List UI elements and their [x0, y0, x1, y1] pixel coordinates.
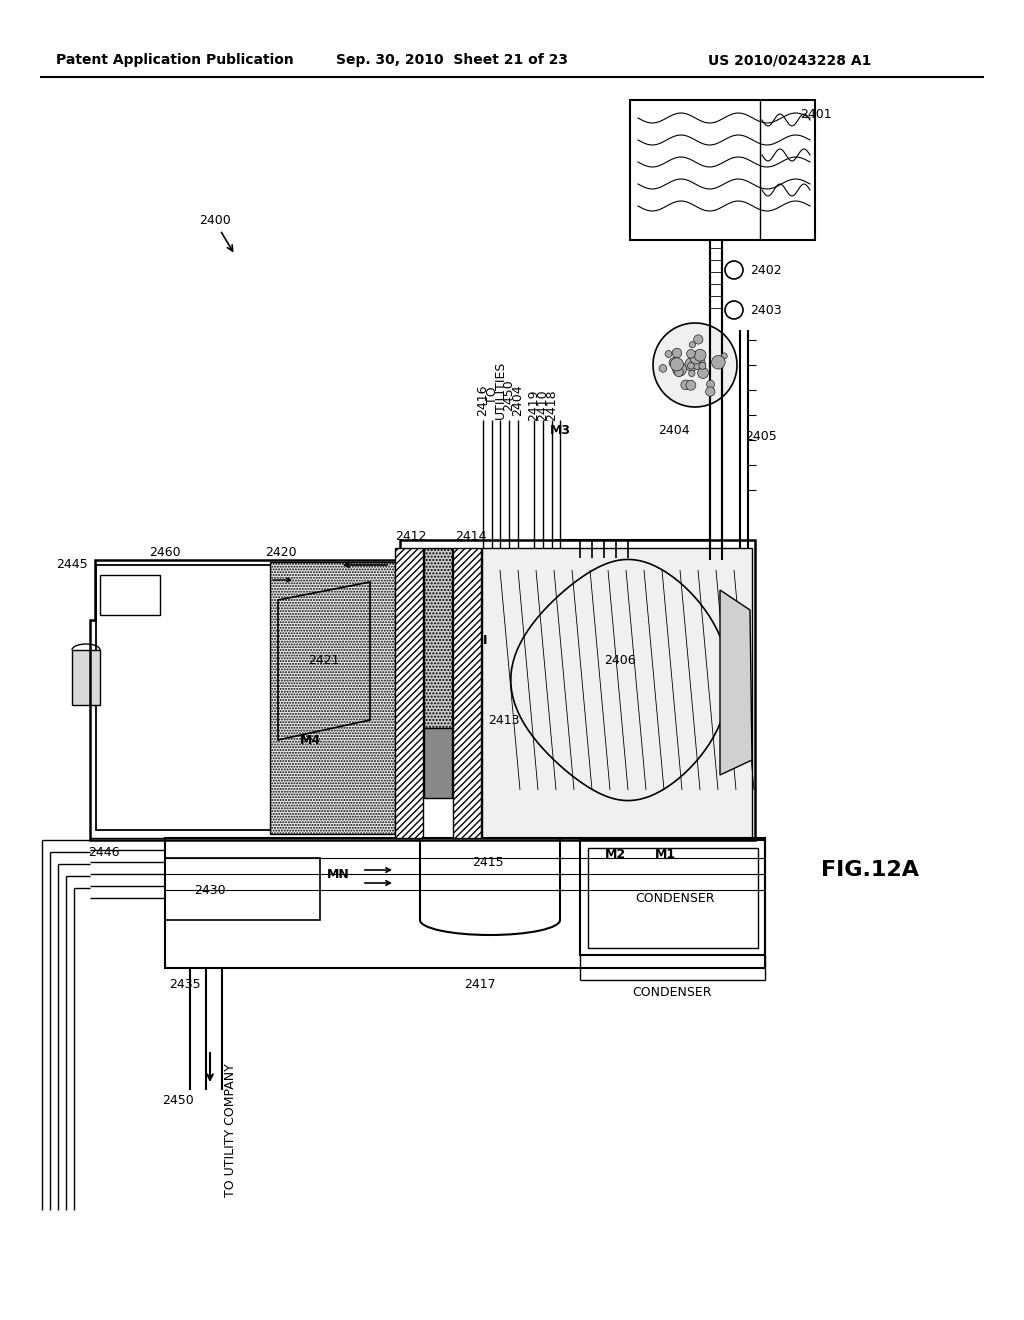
Text: 2417: 2417	[464, 978, 496, 991]
Text: 2406: 2406	[604, 653, 636, 667]
Text: M3: M3	[550, 424, 570, 437]
Circle shape	[688, 370, 695, 376]
Circle shape	[721, 352, 727, 359]
Circle shape	[690, 352, 702, 364]
Bar	[72, 649, 100, 705]
Bar	[482, 548, 752, 838]
Text: 2416: 2416	[476, 384, 489, 416]
Circle shape	[673, 362, 686, 376]
Circle shape	[653, 323, 737, 407]
Text: CONDENSER: CONDENSER	[632, 986, 712, 999]
Text: 2445: 2445	[56, 558, 88, 572]
Text: TO: TO	[485, 387, 499, 404]
Bar	[580, 840, 765, 954]
Circle shape	[687, 363, 694, 370]
Text: 2460: 2460	[150, 545, 181, 558]
Text: 2405: 2405	[745, 430, 777, 444]
Text: 2404: 2404	[658, 424, 690, 437]
Text: M2: M2	[604, 849, 626, 862]
Text: 2415: 2415	[472, 855, 504, 869]
Polygon shape	[720, 590, 752, 775]
Text: 2403: 2403	[750, 304, 781, 317]
Bar	[165, 858, 319, 920]
Circle shape	[694, 350, 706, 362]
Text: Sep. 30, 2010  Sheet 21 of 23: Sep. 30, 2010 Sheet 21 of 23	[336, 53, 568, 67]
Text: 2446: 2446	[88, 846, 120, 858]
Bar	[165, 838, 765, 968]
Text: I: I	[482, 634, 487, 647]
Circle shape	[674, 368, 683, 376]
Circle shape	[675, 360, 682, 366]
Text: US 2010/0243228 A1: US 2010/0243228 A1	[709, 53, 871, 67]
Circle shape	[691, 356, 706, 370]
Circle shape	[699, 363, 706, 370]
Circle shape	[697, 367, 709, 379]
Circle shape	[672, 348, 682, 358]
Text: FIG.12A: FIG.12A	[821, 861, 919, 880]
Bar	[270, 562, 395, 834]
Text: 2401: 2401	[800, 107, 831, 120]
Text: 2400: 2400	[199, 214, 230, 227]
Text: CONDENSER: CONDENSER	[635, 891, 715, 904]
Text: 2412: 2412	[395, 529, 427, 543]
Circle shape	[671, 358, 683, 371]
Bar	[453, 548, 481, 838]
Circle shape	[659, 364, 667, 372]
Bar	[424, 548, 452, 729]
Text: 2410: 2410	[537, 389, 550, 421]
Circle shape	[665, 351, 672, 358]
Text: 2420: 2420	[265, 545, 297, 558]
Bar	[96, 565, 271, 830]
Text: 2418: 2418	[546, 389, 558, 421]
Text: 2450: 2450	[162, 1093, 194, 1106]
Bar	[395, 548, 423, 838]
Text: 2413: 2413	[488, 714, 519, 726]
Text: 2450: 2450	[503, 379, 515, 411]
Circle shape	[669, 358, 679, 367]
Circle shape	[687, 350, 695, 358]
Circle shape	[686, 380, 696, 391]
Text: Patent Application Publication: Patent Application Publication	[56, 53, 294, 67]
Circle shape	[681, 380, 690, 389]
Text: 2414: 2414	[455, 529, 486, 543]
Text: TO UTILITY COMPANY: TO UTILITY COMPANY	[223, 1063, 237, 1197]
Text: 2404: 2404	[512, 384, 524, 416]
Bar	[630, 100, 815, 240]
Text: 2402: 2402	[750, 264, 781, 276]
Bar	[424, 729, 452, 799]
Text: M1: M1	[654, 849, 676, 862]
Circle shape	[706, 387, 715, 396]
Circle shape	[693, 335, 702, 345]
Circle shape	[685, 358, 698, 371]
Text: MN: MN	[327, 869, 349, 882]
Text: 2419: 2419	[527, 389, 541, 421]
Circle shape	[707, 380, 715, 388]
Circle shape	[689, 342, 695, 348]
Text: 2430: 2430	[195, 883, 226, 896]
Bar	[588, 847, 758, 948]
Circle shape	[712, 355, 725, 370]
Text: 2435: 2435	[169, 978, 201, 991]
Text: M4: M4	[299, 734, 321, 747]
Text: UTILITIES: UTILITIES	[494, 360, 507, 420]
Text: 2421: 2421	[308, 653, 340, 667]
Bar	[100, 576, 160, 615]
